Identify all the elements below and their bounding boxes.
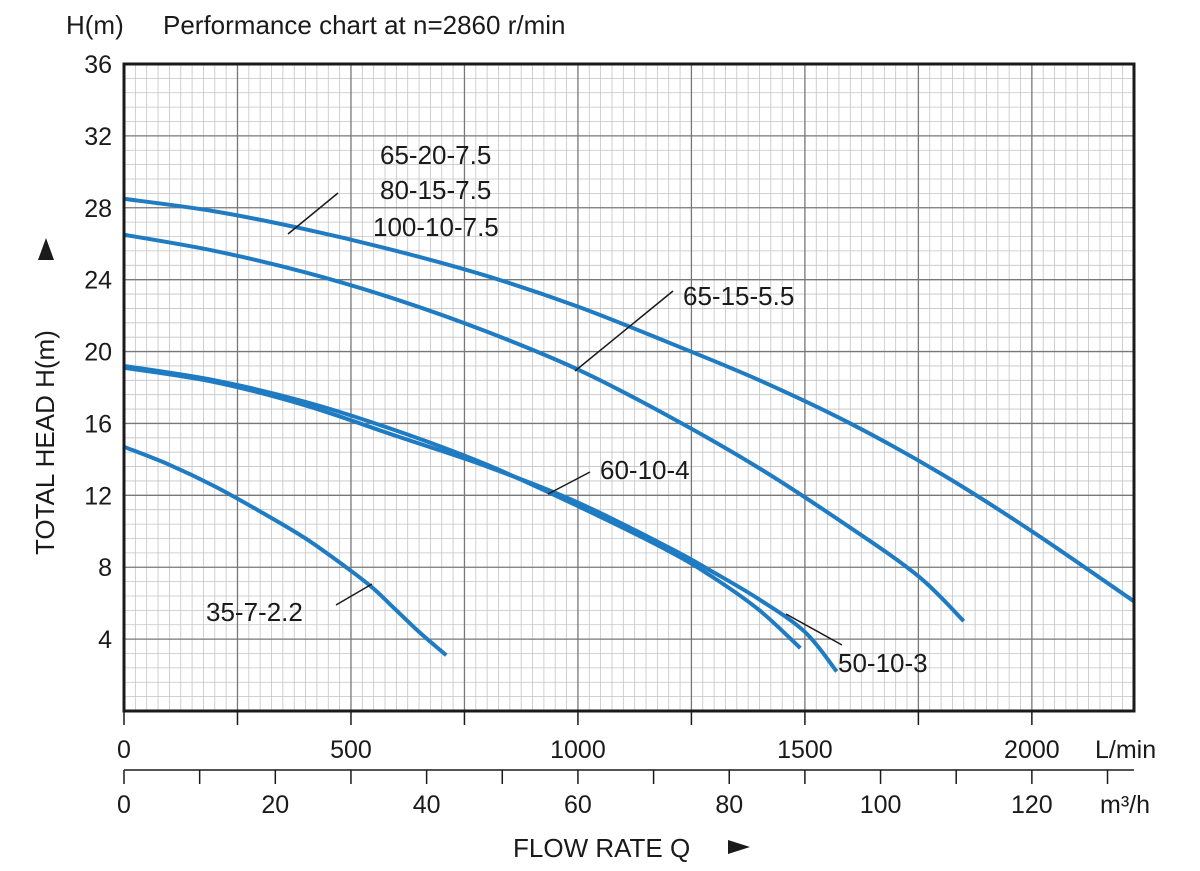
y-tick-label: 24	[84, 267, 112, 295]
x-tick-label-m3h: 40	[413, 791, 441, 819]
leader-2-2	[335, 583, 373, 606]
label-35-7-2-2: 35-7-2.2	[206, 597, 303, 627]
y-axis-title-text: TOTAL HEAD H(m)	[30, 330, 60, 555]
y-tick-label: 32	[84, 123, 112, 151]
x-tick-label-m3h: 20	[261, 791, 289, 819]
y-tick-labels: 4 8 12 16 20 24 28 32 36	[84, 51, 112, 654]
leader-3	[785, 613, 843, 646]
x-unit-lmin: L/min	[1095, 736, 1156, 764]
curve-series-4	[123, 232, 966, 623]
curve-series-1	[123, 444, 448, 657]
x-tick-label-lmin: 0	[117, 736, 131, 764]
y-tick-label: 20	[84, 339, 112, 367]
major-grid	[124, 64, 1134, 711]
label-100-10-7-5: 100-10-7.5	[373, 212, 499, 242]
curve-series-3	[123, 365, 839, 673]
leader-4	[547, 471, 591, 495]
chart-title: Performance chart at n=2860 r/min	[163, 10, 565, 40]
leader-7-5	[287, 192, 339, 235]
x-tick-label-m3h: 60	[564, 791, 592, 819]
x-tick-label-m3h: 100	[860, 791, 902, 819]
label-60-10-4: 60-10-4	[600, 455, 690, 485]
minor-grid	[124, 64, 1134, 711]
x-tick-label-lmin: 500	[330, 736, 372, 764]
x-tick-label-lmin: 1500	[777, 736, 833, 764]
x-axis-title: FLOW RATE Q	[513, 833, 690, 863]
label-65-20-7-5: 65-20-7.5	[380, 140, 491, 170]
y-tick-label: 16	[84, 410, 112, 438]
x-tick-label-m3h: 80	[715, 791, 743, 819]
y-tick-label: 36	[84, 51, 112, 79]
annotations: 65-20-7.5 80-15-7.5 100-10-7.5 65-15-5.5…	[206, 140, 928, 678]
y-tick-label: 4	[98, 626, 112, 654]
x-axis-arrow-icon	[728, 840, 750, 854]
leader-5-5	[574, 290, 674, 372]
y-axis-arrow-icon	[38, 238, 54, 260]
x-tick-labels-m3h: 0 20 40 60 80 100 120	[117, 770, 1109, 819]
label-65-15-5-5: 65-15-5.5	[683, 281, 794, 311]
y-axis-title: TOTAL HEAD H(m)	[30, 330, 60, 555]
y-tick-label: 28	[84, 195, 112, 223]
curve-series-5	[123, 196, 1136, 604]
label-50-10-3: 50-10-3	[838, 648, 928, 678]
x-tick-label-m3h: 120	[1011, 791, 1053, 819]
y-axis-unit-label: H(m)	[66, 10, 124, 40]
x-unit-m3h: m³/h	[1100, 791, 1150, 819]
x-tick-label-lmin: 1000	[550, 736, 606, 764]
x-tick-label-m3h: 0	[117, 791, 131, 819]
pump-curves	[123, 196, 1136, 673]
x-tick-label-lmin: 2000	[1004, 736, 1060, 764]
x-tick-labels-lmin: 0 500 1000 1500 2000	[117, 711, 1060, 764]
y-tick-label: 8	[98, 554, 112, 582]
y-tick-label: 12	[84, 482, 112, 510]
label-80-15-7-5: 80-15-7.5	[380, 175, 491, 205]
